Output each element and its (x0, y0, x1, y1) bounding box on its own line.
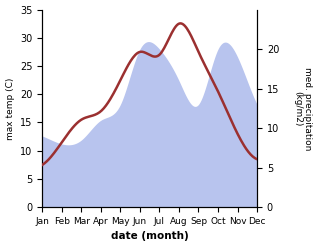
Y-axis label: med. precipitation
(kg/m2): med. precipitation (kg/m2) (293, 67, 313, 150)
Y-axis label: max temp (C): max temp (C) (5, 77, 15, 140)
X-axis label: date (month): date (month) (111, 231, 189, 242)
